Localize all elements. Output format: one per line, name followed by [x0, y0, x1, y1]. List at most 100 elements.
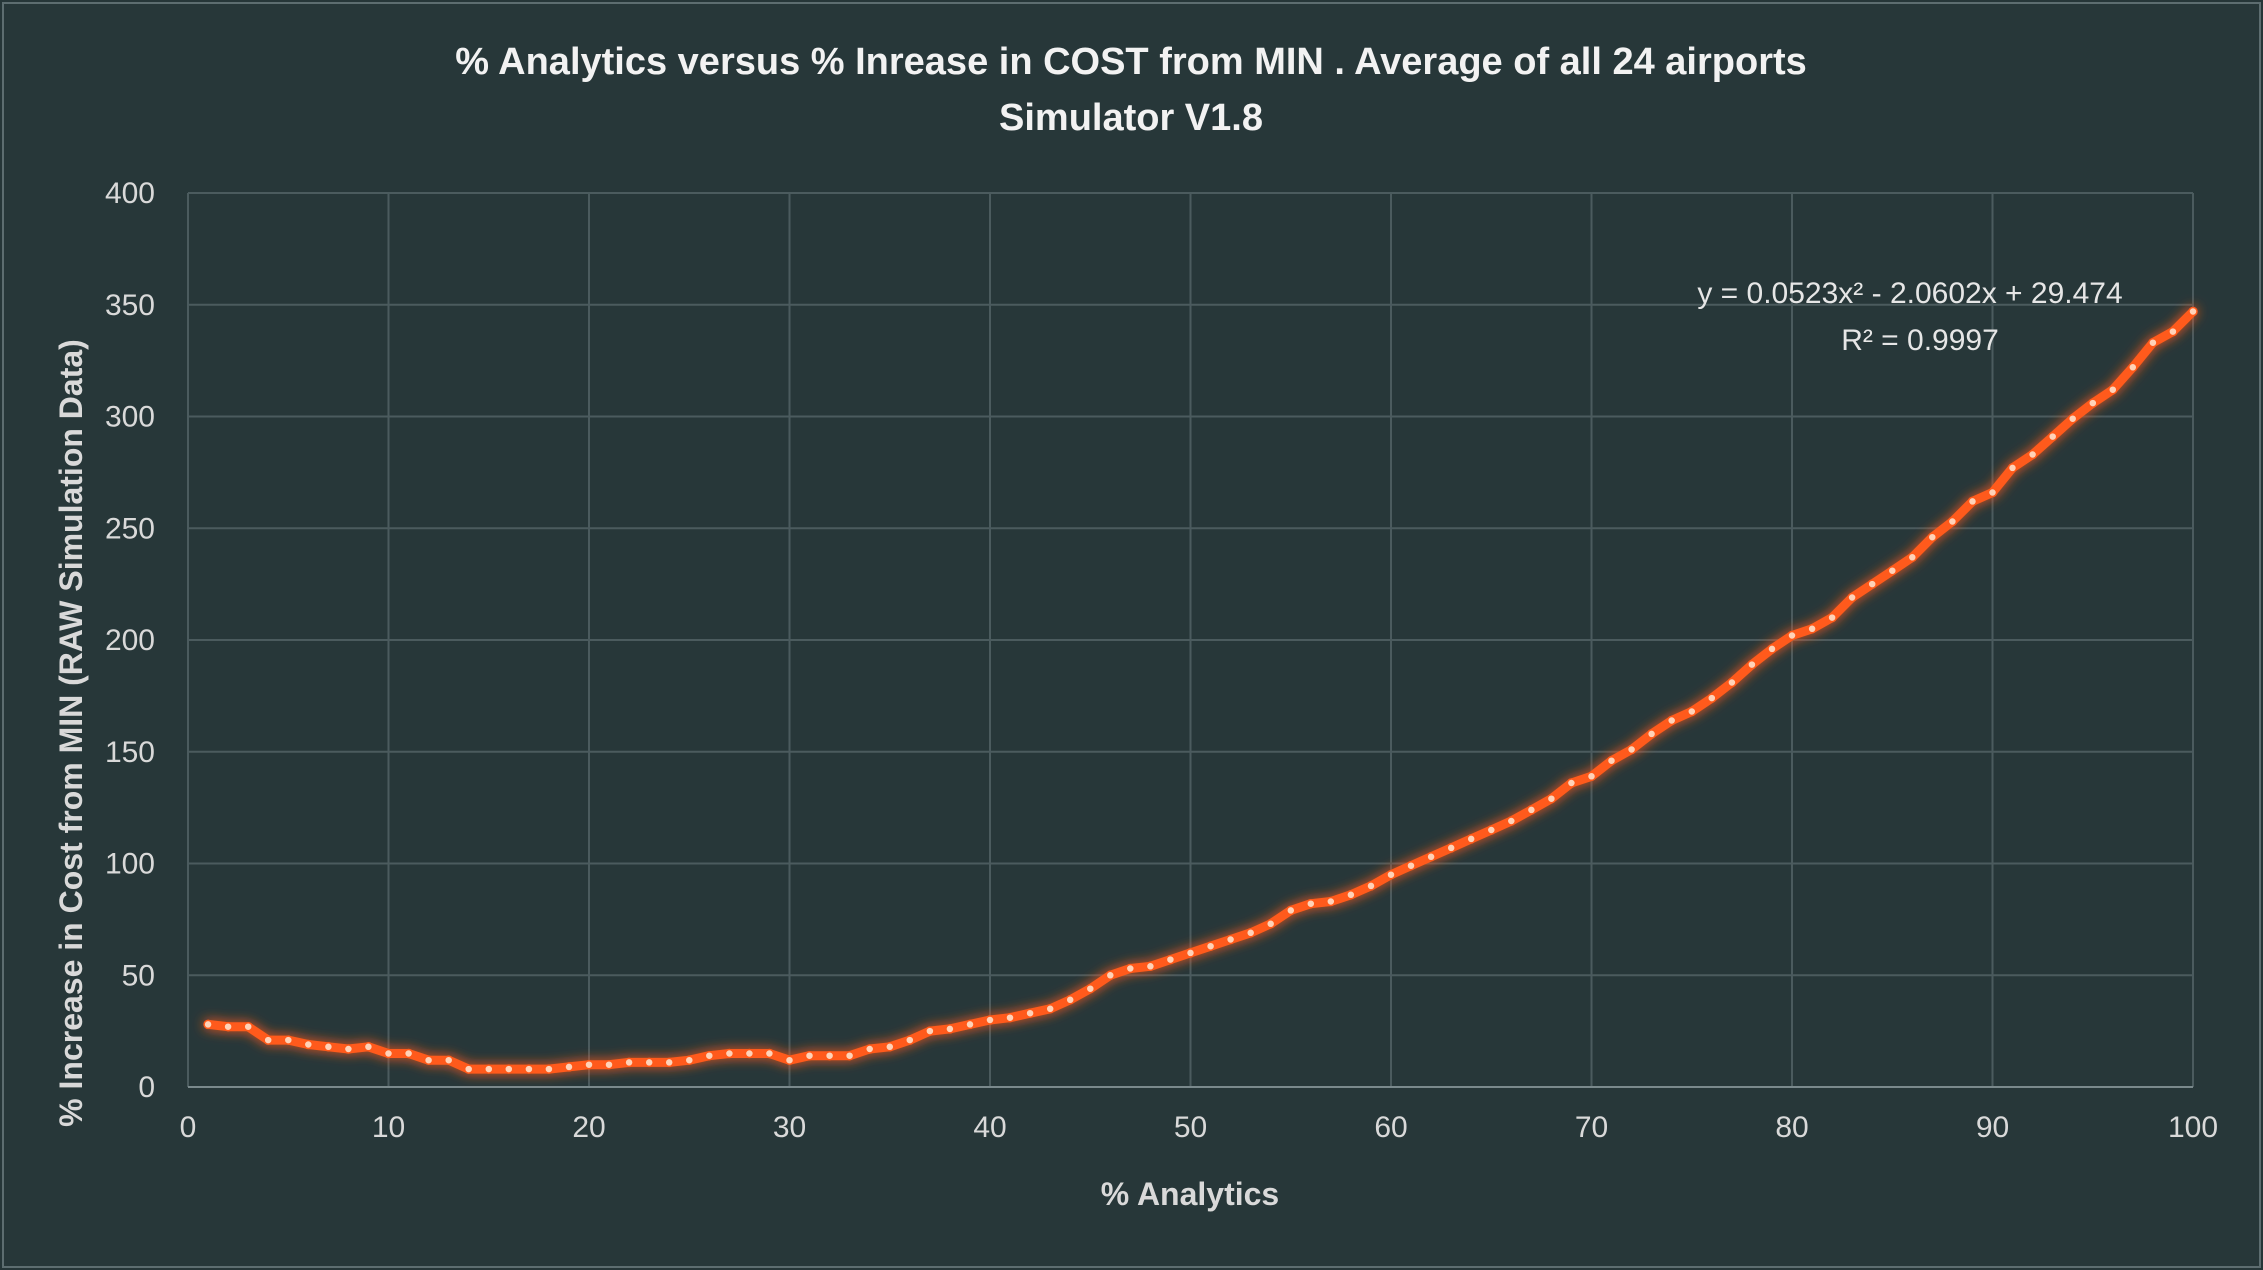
data-point	[1947, 516, 1958, 527]
data-point	[1346, 890, 1356, 900]
data-point	[2007, 463, 2018, 473]
data-point	[764, 1048, 775, 1059]
y-tick-label: 50	[122, 959, 155, 992]
data-point	[824, 1050, 835, 1061]
data-point	[1927, 532, 1938, 542]
data-point	[985, 1015, 995, 1025]
data-point	[1506, 816, 1517, 826]
data-point	[644, 1057, 654, 1068]
trendline-equation: y = 0.0523x² - 2.0602x + 29.474	[1697, 277, 2122, 310]
x-tick-label: 80	[1775, 1111, 1808, 1144]
data-point	[965, 1019, 975, 1030]
y-tick-label: 400	[105, 177, 155, 210]
data-point	[263, 1035, 273, 1045]
data-point	[1887, 565, 1898, 576]
data-point	[1366, 881, 1376, 891]
data-point	[1205, 941, 1216, 951]
data-point	[724, 1048, 735, 1059]
data-point	[1185, 948, 1196, 958]
data-point	[2047, 431, 2058, 442]
data-point	[1606, 755, 1617, 766]
x-tick-label: 0	[180, 1111, 197, 1144]
data-point	[1727, 677, 1737, 688]
data-point	[283, 1035, 294, 1045]
data-point	[1426, 852, 1436, 862]
data-point	[1025, 1008, 1035, 1018]
y-tick-label: 0	[138, 1071, 155, 1104]
data-point	[604, 1059, 614, 1070]
data-point	[2148, 337, 2158, 348]
data-point	[1286, 905, 1296, 916]
x-tick-label: 40	[973, 1111, 1006, 1144]
data-point	[1807, 624, 1817, 634]
data-point	[1486, 825, 1497, 835]
data-point	[2168, 326, 2178, 337]
series-line	[203, 307, 2198, 1074]
data-point	[1646, 729, 1657, 739]
data-point	[2088, 398, 2098, 408]
data-point	[864, 1044, 875, 1054]
grid	[187, 192, 2194, 1088]
x-tick-label: 10	[372, 1111, 405, 1144]
x-tick-label: 70	[1575, 1111, 1608, 1144]
data-point	[363, 1042, 374, 1052]
data-point	[504, 1064, 514, 1074]
data-point	[624, 1057, 634, 1068]
data-point	[2108, 384, 2118, 395]
trendline-r-squared: R² = 0.9997	[1841, 324, 1999, 357]
data-point	[443, 1055, 454, 1065]
data-point	[1666, 715, 1677, 726]
y-tick-label: 300	[105, 401, 155, 434]
data-point	[1466, 834, 1476, 844]
data-point	[423, 1055, 434, 1065]
data-point	[704, 1050, 715, 1061]
x-tick-label: 60	[1374, 1111, 1407, 1144]
data-point	[383, 1048, 394, 1059]
y-tick-label: 200	[105, 624, 155, 657]
data-point	[885, 1042, 895, 1052]
data-point	[1827, 612, 1837, 623]
data-point	[1546, 793, 1557, 804]
data-point	[584, 1059, 594, 1070]
data-point	[1446, 843, 1456, 853]
data-point	[1787, 630, 1797, 641]
chart-title: % Analytics versus % Inrease in COST fro…	[455, 41, 1807, 83]
data-point	[1326, 896, 1336, 907]
y-tick-label: 250	[105, 512, 155, 545]
data-point	[1306, 898, 1316, 909]
data-point	[484, 1064, 494, 1074]
data-point	[403, 1048, 414, 1059]
data-point	[1125, 963, 1136, 974]
data-point	[804, 1050, 815, 1061]
data-point	[1967, 496, 1978, 507]
data-point	[1105, 970, 1116, 981]
data-point	[1907, 552, 1918, 563]
data-point	[664, 1057, 674, 1068]
x-tick-label: 30	[773, 1111, 806, 1144]
data-point	[2027, 449, 2038, 460]
y-axis-label: % Increase in Cost from MIN (RAW Simulat…	[53, 339, 89, 1127]
data-point	[1386, 869, 1396, 880]
series-layer	[203, 306, 2198, 1074]
data-point	[2067, 413, 2078, 424]
data-point	[925, 1026, 935, 1036]
data-point	[1847, 592, 1857, 603]
data-point	[684, 1055, 695, 1065]
data-point	[303, 1039, 314, 1050]
data-point	[1085, 983, 1096, 994]
data-point	[223, 1021, 233, 1032]
x-tick-label: 20	[572, 1111, 605, 1144]
x-tick-label: 90	[1976, 1111, 2009, 1144]
data-point	[323, 1042, 334, 1052]
data-point	[1165, 954, 1176, 965]
data-point	[203, 1019, 213, 1030]
x-tick-label: 100	[2168, 1111, 2218, 1144]
data-point	[524, 1064, 534, 1074]
data-point	[1045, 1004, 1055, 1014]
data-point	[1987, 487, 1998, 498]
chart-subtitle: Simulator V1.8	[999, 97, 1263, 139]
data-point	[1526, 805, 1537, 815]
data-point	[343, 1044, 354, 1054]
